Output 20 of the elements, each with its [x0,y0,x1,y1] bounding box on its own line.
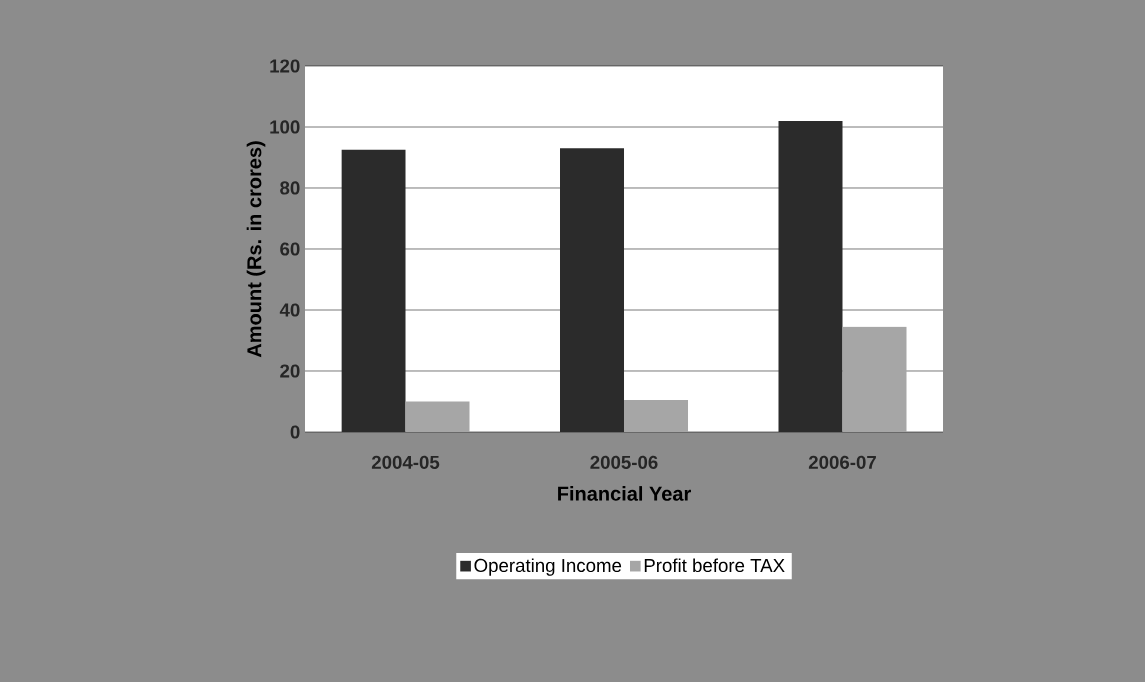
y-tick-label: 120 [270,59,300,73]
y-axis-title: Amount (Rs. in crores) [246,141,266,358]
x-tick-label: 2005-06 [590,455,658,469]
y-tick-label: 60 [280,242,300,256]
y-tick-label: 80 [280,181,300,195]
bar [624,399,689,432]
bar [560,148,625,432]
x-tick-label: 2004-05 [371,455,440,469]
x-axis-title: Financial Year [558,486,691,501]
y-tick-label: 20 [280,364,300,378]
legend-label: Profit before TAX [644,558,785,573]
y-tick-label: 0 [290,425,300,439]
bar [341,149,406,432]
bar [405,401,470,432]
y-tick-label: 100 [270,120,300,134]
bar [842,326,907,432]
x-tick-label: 2006-07 [808,455,876,469]
legend-label: Operating Income [474,558,622,576]
bar [778,120,843,432]
y-tick-label: 40 [279,303,300,317]
